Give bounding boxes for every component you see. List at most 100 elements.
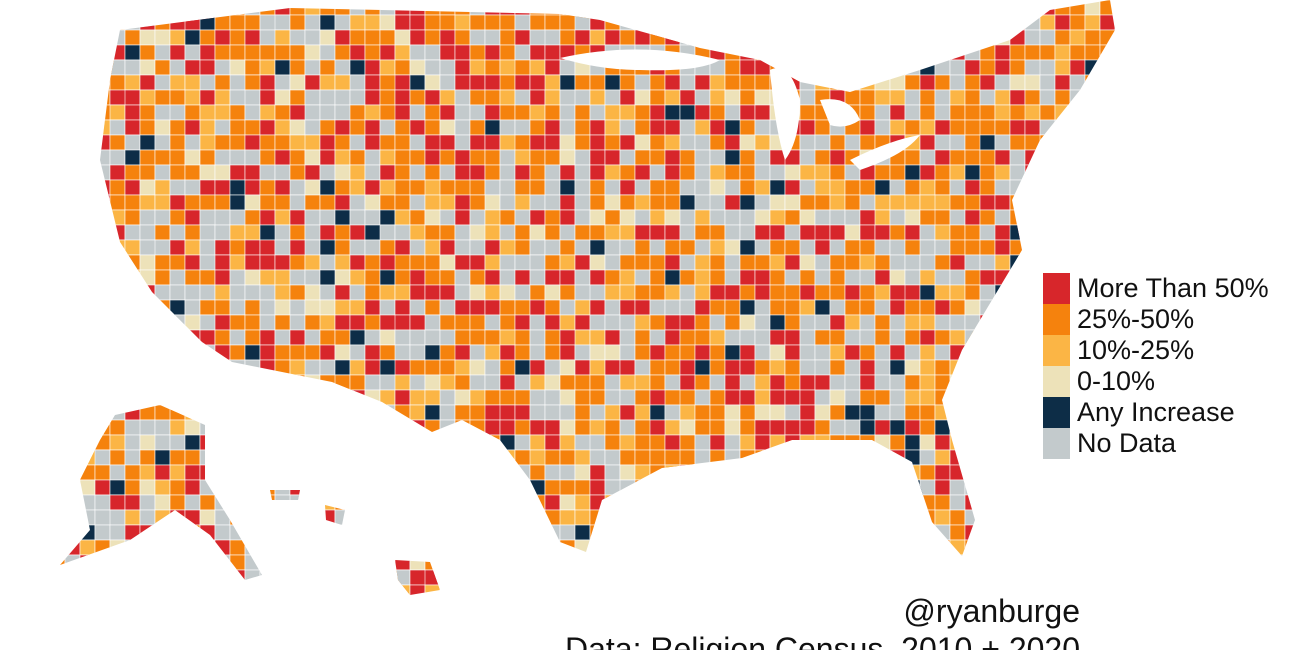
county bbox=[529, 584, 546, 595]
county bbox=[1069, 494, 1101, 511]
county bbox=[679, 14, 696, 31]
county bbox=[214, 164, 231, 181]
county bbox=[199, 494, 216, 511]
county bbox=[859, 29, 876, 46]
county bbox=[559, 374, 576, 391]
county bbox=[319, 209, 336, 226]
county bbox=[259, 389, 276, 406]
county bbox=[559, 269, 576, 286]
county bbox=[904, 419, 921, 436]
county bbox=[1054, 134, 1071, 151]
county bbox=[844, 239, 861, 256]
county bbox=[334, 14, 351, 31]
county bbox=[454, 464, 486, 481]
county bbox=[874, 239, 891, 256]
county bbox=[229, 44, 246, 61]
county bbox=[499, 104, 516, 121]
county bbox=[649, 104, 666, 121]
county bbox=[334, 254, 351, 271]
county bbox=[1114, 74, 1115, 91]
county bbox=[934, 134, 951, 151]
county bbox=[709, 479, 726, 496]
county bbox=[199, 299, 216, 316]
county bbox=[109, 104, 126, 121]
county bbox=[1099, 554, 1115, 571]
county bbox=[244, 509, 261, 526]
county bbox=[784, 224, 801, 241]
county bbox=[319, 179, 336, 196]
county bbox=[1039, 494, 1056, 511]
county bbox=[364, 164, 381, 181]
county bbox=[439, 239, 456, 256]
county bbox=[844, 134, 861, 151]
county bbox=[619, 104, 636, 121]
county bbox=[484, 569, 501, 586]
county bbox=[619, 434, 636, 451]
county bbox=[529, 419, 546, 436]
county bbox=[814, 209, 831, 226]
county bbox=[574, 464, 591, 481]
county bbox=[754, 389, 771, 406]
county bbox=[349, 59, 366, 76]
county bbox=[859, 104, 876, 121]
county bbox=[304, 134, 321, 151]
county bbox=[394, 74, 411, 91]
county bbox=[979, 419, 1011, 436]
county bbox=[1114, 149, 1115, 166]
county bbox=[724, 89, 741, 106]
county bbox=[724, 254, 741, 271]
county bbox=[1084, 194, 1115, 211]
county bbox=[304, 404, 321, 421]
county bbox=[829, 239, 846, 256]
county bbox=[739, 329, 756, 346]
county bbox=[664, 494, 681, 511]
county bbox=[754, 464, 771, 481]
county bbox=[319, 464, 336, 481]
county bbox=[1009, 359, 1041, 376]
county bbox=[94, 584, 111, 595]
county bbox=[784, 29, 801, 46]
county bbox=[844, 539, 876, 556]
county bbox=[1069, 74, 1086, 91]
county bbox=[454, 269, 471, 286]
county bbox=[574, 314, 591, 331]
county bbox=[469, 434, 486, 451]
county bbox=[814, 524, 831, 541]
county bbox=[1084, 509, 1101, 526]
county bbox=[1069, 554, 1086, 571]
county bbox=[304, 209, 321, 226]
county bbox=[454, 14, 471, 31]
county bbox=[60, 119, 81, 136]
county bbox=[604, 539, 621, 556]
county bbox=[979, 359, 996, 376]
county bbox=[64, 569, 81, 586]
county bbox=[649, 524, 666, 541]
county bbox=[319, 479, 336, 496]
county bbox=[904, 254, 921, 271]
legend-label: No Data bbox=[1077, 428, 1177, 458]
county bbox=[754, 539, 771, 556]
county bbox=[229, 344, 246, 361]
county bbox=[424, 74, 441, 91]
county bbox=[529, 119, 546, 136]
county bbox=[529, 359, 546, 376]
county bbox=[60, 419, 66, 436]
county bbox=[169, 299, 186, 316]
county bbox=[949, 239, 966, 256]
county bbox=[484, 344, 501, 361]
county bbox=[499, 314, 516, 331]
county bbox=[829, 554, 846, 571]
county bbox=[364, 509, 381, 526]
county bbox=[334, 194, 351, 211]
county bbox=[919, 239, 936, 256]
county bbox=[589, 509, 606, 526]
county bbox=[634, 584, 651, 595]
county bbox=[664, 269, 681, 286]
county bbox=[739, 44, 756, 61]
county bbox=[259, 119, 276, 136]
county bbox=[844, 179, 861, 196]
county bbox=[604, 554, 621, 571]
county bbox=[409, 89, 426, 106]
county bbox=[934, 434, 951, 451]
county bbox=[349, 434, 366, 451]
